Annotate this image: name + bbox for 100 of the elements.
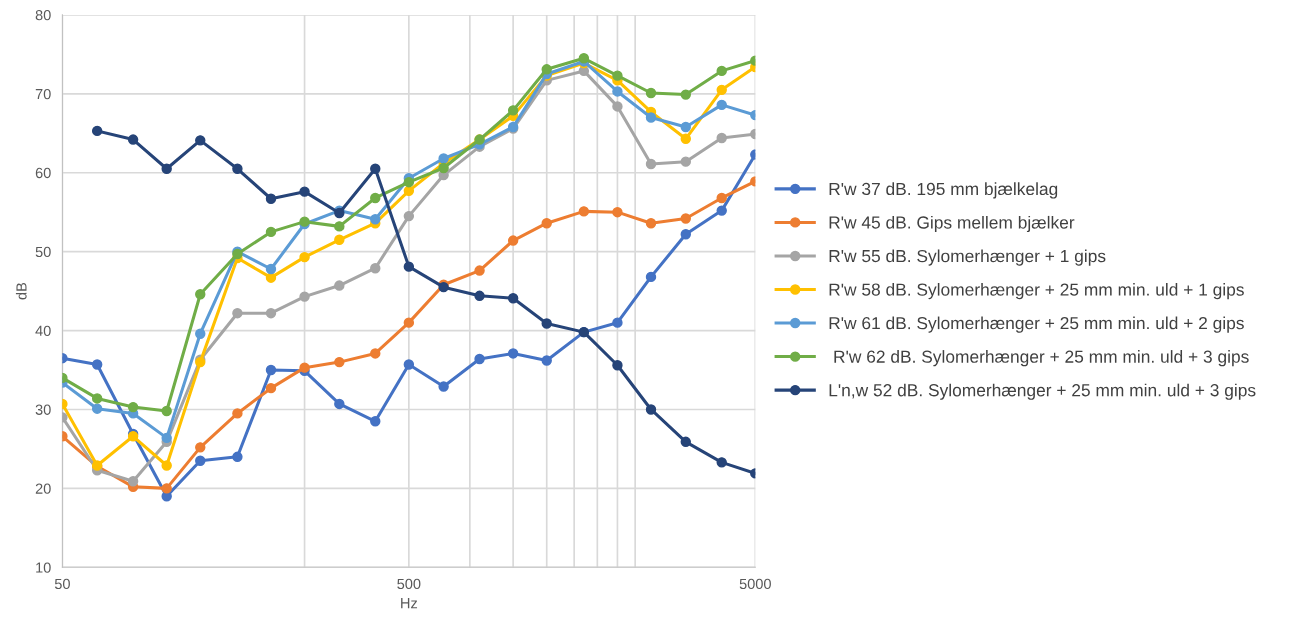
point [334,356,345,368]
point [680,213,691,224]
point [161,405,172,417]
point [403,210,415,222]
point [334,280,345,291]
point [370,416,381,427]
point [403,261,415,272]
point [716,65,727,77]
point [680,89,691,100]
y-tick-label: 60 [35,167,51,179]
legend-label: R'w 37 dB. 195 mm bjælkelag [829,182,1058,199]
point [541,355,552,366]
point [299,251,310,263]
point [195,442,206,453]
point [645,87,657,99]
point [716,192,727,204]
point [474,265,485,276]
x-tick-label: 5000 [739,578,771,590]
point [680,229,691,240]
point [507,105,519,116]
y-tick-label: 70 [35,88,51,100]
point [645,271,657,283]
point [161,483,172,494]
point [161,432,172,444]
point [232,307,243,319]
point [645,404,657,415]
point [403,317,415,328]
point [403,185,415,197]
point [232,451,243,463]
point [334,398,345,410]
point [507,348,519,359]
y-tick-label: 40 [35,325,51,336]
y-tick-label: 80 [35,9,51,21]
x-tick-label: 50 [54,578,70,590]
point [161,460,172,471]
point [612,317,623,328]
point [195,328,206,339]
point [299,186,310,197]
point [334,234,345,246]
point [161,163,172,174]
point [612,206,623,218]
point [127,134,139,145]
point [645,112,657,123]
y-tick-label: 10 [36,562,51,573]
point [680,156,691,167]
point [716,84,727,96]
x-tick-label: 500 [397,578,421,590]
point [265,272,277,283]
legend-label: R'w 45 dB. Gips mellem bjælker [829,215,1075,233]
point [507,292,519,304]
point [232,163,243,174]
point [716,205,727,216]
y-tick-label: 20 [35,483,51,494]
point [91,359,103,370]
point [195,455,206,466]
point [334,221,345,232]
point [195,135,206,146]
point [716,457,727,468]
point [438,162,449,174]
y-tick-label: 50 [35,246,51,258]
point [474,290,485,302]
point [195,289,206,300]
x-axis-title: Hz [401,598,418,609]
point [645,218,657,229]
point [265,307,277,319]
legend-label: R'w 62 dB. Sylomerhænger + 25 mm min. uld + 3 gips [834,350,1249,367]
legend-label: L'n,w 52 dB. Sylomerhænger + 25 mm min. uld + 3 gips [829,383,1256,400]
y-axis-title: dB [15,282,27,300]
point [645,158,657,170]
point [612,86,623,97]
point [680,436,691,448]
point [127,476,139,487]
point [91,125,103,137]
point [438,153,449,164]
point [612,360,623,371]
legend-label: R'w 61 dB. Sylomerhænger + 25 mm min. uld + 2 gips [829,316,1244,333]
point [716,132,727,144]
point [507,235,519,246]
point [680,121,691,133]
point [716,99,727,111]
point [91,393,103,404]
point [232,408,243,419]
point [541,64,552,75]
point [265,364,277,376]
point [612,70,623,81]
point [612,101,623,112]
legend-label: R'w 58 dB. Sylomerhænger + 25 mm min. uld + 1 gips [829,283,1244,300]
point [299,291,310,302]
point [680,133,691,144]
point [541,218,552,229]
point [91,403,103,414]
point [265,226,277,238]
point [474,353,485,365]
point [370,262,381,274]
point [370,348,381,359]
point [265,193,277,204]
point [265,382,277,394]
point [403,359,415,370]
point [265,263,277,275]
point [127,401,139,413]
